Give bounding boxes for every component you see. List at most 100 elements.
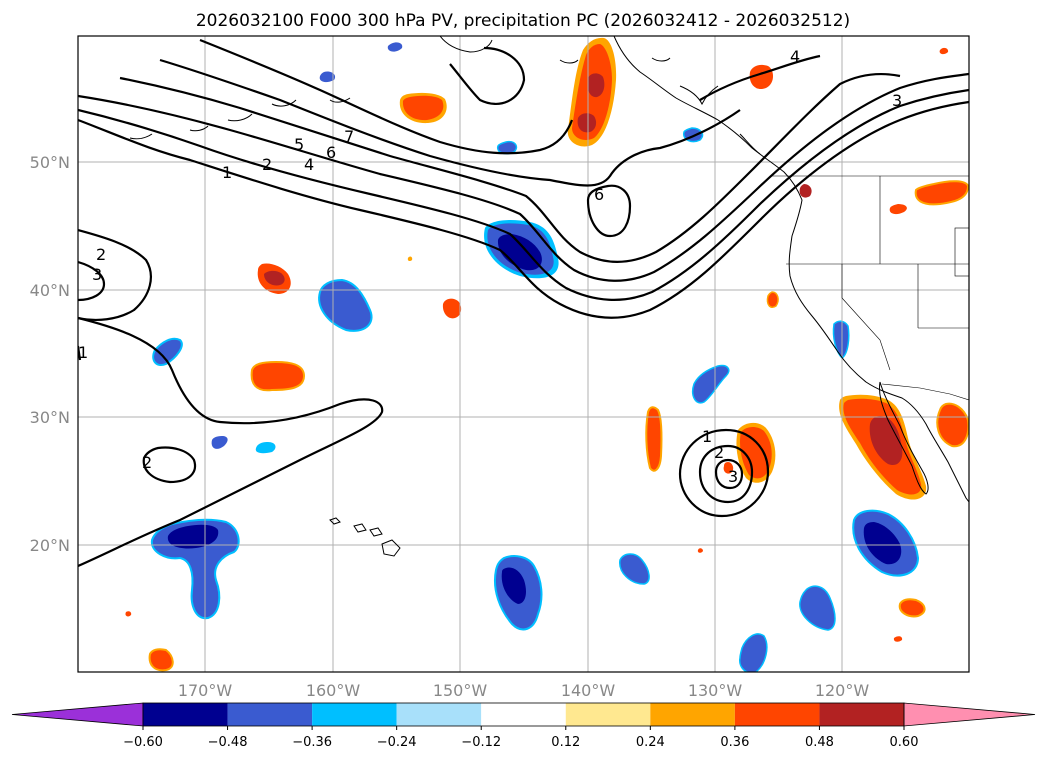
precip-blob-baja-positive	[839, 394, 927, 500]
precip-blob-tiny-blue-2	[255, 442, 276, 454]
colorbar: −0.60 −0.48 −0.36 −0.24 −0.12 0.12 0.24 0.36 0.4…	[11, 702, 1036, 750]
colorbar-tick-label: −0.60	[123, 735, 163, 750]
colorbar-cells	[11, 702, 1036, 727]
precip-blob-tiny	[407, 256, 413, 262]
precip-blob-tiny-5	[799, 184, 812, 198]
pv-contour-2	[78, 88, 969, 301]
colorbar-cell	[565, 703, 651, 726]
colorbar-cell	[481, 703, 566, 726]
precip-blob-south-blue-2	[619, 553, 650, 585]
political-borders	[770, 175, 969, 401]
colorbar-extend-min	[11, 702, 144, 727]
precip-blob-south-blue-3	[799, 585, 836, 631]
contour-label: 4	[304, 155, 314, 174]
contour-label: 6	[594, 185, 604, 204]
colorbar-cell	[650, 703, 735, 726]
lon-label-140w: 140°W	[561, 681, 616, 700]
lon-label-150w: 150°W	[433, 681, 488, 700]
precip-blob-east-pacific-negative	[852, 509, 920, 577]
lat-label-30n: 30°N	[30, 408, 70, 427]
pv-contour-12	[78, 316, 384, 568]
contour-label: 4	[790, 47, 800, 66]
pv-contour-labels: 1 2 4 5 6 7 4 3 6 2 3 1 2 1 2 3	[78, 47, 902, 486]
contour-label: 1	[78, 343, 88, 362]
pv-contour-15	[698, 444, 754, 504]
precip-blob-gulf-alaska	[399, 92, 447, 124]
map-frame	[77, 35, 970, 673]
precip-blob-central-south	[494, 555, 543, 631]
contour-label: 1	[222, 163, 232, 182]
precip-blob-sw-red	[148, 648, 174, 672]
pv-contour-4	[119, 73, 901, 263]
precip-blob-tiny-blue-6	[387, 42, 403, 52]
contour-label: 2	[714, 443, 724, 462]
pv-contour-11	[78, 260, 106, 302]
colorbar-tick-label: 0.60	[890, 735, 919, 750]
precip-blob-cutoff-blue	[692, 364, 730, 404]
pv-contour-8	[449, 46, 526, 105]
contour-label: 3	[728, 467, 738, 486]
colorbar-tick-label: 0.24	[636, 735, 665, 750]
colorbar-tick-label: −0.24	[377, 735, 417, 750]
map-panel: 1 2 4 5 6 7 4 3 6 2 3 1 2 1 2 3	[77, 35, 970, 673]
precip-blob-subtrop-strip	[645, 406, 663, 472]
pv-contour-13	[142, 446, 197, 484]
colorbar-cell	[819, 703, 904, 726]
contour-label: 2	[262, 155, 272, 174]
precip-blob-se-red	[898, 598, 926, 618]
precip-blob-cutoff-red	[736, 422, 776, 483]
precip-blob-hawaii-west	[150, 518, 240, 620]
contour-label: 2	[142, 453, 152, 472]
pv-contours	[78, 38, 969, 568]
precip-blob-ca-red	[766, 291, 779, 308]
precip-blob-west-blue	[152, 337, 183, 366]
colorbar-frame	[142, 702, 905, 727]
precip-blob-mexico-red	[936, 402, 969, 448]
pv-contour-3	[78, 72, 969, 282]
colorbar-cell	[312, 703, 397, 726]
precip-blob-tiny-blue-1	[211, 436, 228, 449]
precip-blob-tiny-blue-5	[319, 71, 336, 83]
lon-label-120w: 120°W	[815, 681, 870, 700]
contour-label: 3	[92, 265, 102, 284]
precip-blob-midlat-west	[257, 263, 291, 294]
colorbar-cell	[734, 703, 820, 726]
contour-label: 7	[344, 127, 354, 146]
map-title: 2026032100 F000 300 hPa PV, precipitatio…	[196, 11, 850, 31]
graticule	[78, 36, 969, 672]
lon-label-160w: 160°W	[306, 681, 361, 700]
pv-contour-1	[78, 100, 969, 319]
colorbar-cell	[396, 703, 482, 726]
lon-label-130w: 130°W	[688, 681, 743, 700]
pv-contour-6	[199, 38, 574, 155]
lat-label-40n: 40°N	[30, 281, 70, 300]
precip-blob-tiny-4	[889, 204, 907, 215]
coastlines	[129, 36, 969, 503]
contour-label: 5	[294, 135, 304, 154]
precip-blob-rockies-red	[914, 180, 969, 206]
precip-blob-south-blue-4	[739, 633, 768, 672]
precip-blob-tiny-6	[939, 47, 949, 55]
colorbar-cell	[143, 703, 228, 726]
precip-blob-small-red	[442, 298, 462, 319]
colorbar-tick-label: −0.36	[292, 735, 332, 750]
colorbar-ticks: −0.60 −0.48 −0.36 −0.24 −0.12 0.12 0.24 0.36 0.4…	[123, 726, 918, 750]
colorbar-tick-label: 0.48	[805, 735, 834, 750]
contour-label: 3	[892, 91, 902, 110]
hawaii-islands	[329, 517, 401, 557]
colorbar-cell	[227, 703, 313, 726]
contour-label: 2	[96, 245, 106, 264]
longitude-labels: 170°W 160°W 150°W 140°W 130°W 120°W	[178, 681, 870, 700]
precip-blob-subtropic-red	[250, 360, 306, 392]
lon-label-170w: 170°W	[178, 681, 233, 700]
pv-contour-16	[714, 458, 744, 490]
latitude-labels: 50°N 40°N 30°N 20°N	[30, 153, 70, 555]
lat-label-50n: 50°N	[30, 153, 70, 172]
colorbar-tick-label: 0.36	[720, 735, 749, 750]
colorbar-extend-max	[903, 702, 1036, 727]
precip-blob-tiny-8	[893, 636, 903, 642]
contour-label: 6	[326, 143, 336, 162]
precip-blob-tiny-3	[125, 611, 132, 617]
pv-contour-5	[159, 58, 741, 187]
